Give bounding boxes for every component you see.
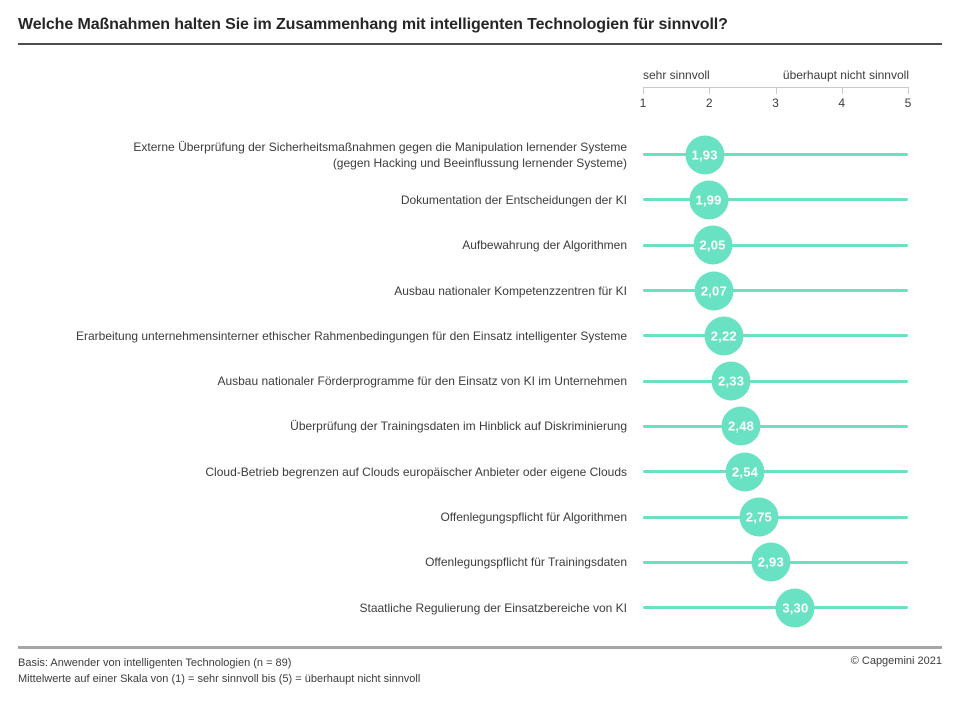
row-track: 1,99 bbox=[643, 177, 908, 222]
value-bubble: 2,54 bbox=[725, 452, 765, 492]
row-label: Ausbau nationaler Kompetenzzentren für K… bbox=[394, 283, 627, 298]
row-label: Erarbeitung unternehmensinterner ethisch… bbox=[76, 328, 627, 343]
footer-notes: Basis: Anwender von intelligenten Techno… bbox=[18, 655, 420, 687]
chart-row: Offenlegungspflicht für Trainingsdaten 2… bbox=[18, 540, 908, 585]
row-track: 2,54 bbox=[643, 449, 908, 494]
row-label: Staatliche Regulierung der Einsatzbereic… bbox=[359, 600, 628, 615]
axis-tick bbox=[775, 87, 777, 94]
row-label: Cloud-Betrieb begrenzen auf Clouds europ… bbox=[205, 464, 627, 479]
axis-tick-number: 1 bbox=[639, 96, 647, 110]
axis-tick bbox=[841, 87, 843, 94]
footer-scale-note: Mittelwerte auf einer Skala von (1) = se… bbox=[18, 673, 421, 685]
axis-tick-number: 2 bbox=[705, 96, 713, 110]
track-line bbox=[643, 198, 908, 202]
chart-row: Cloud-Betrieb begrenzen auf Clouds europ… bbox=[18, 449, 908, 494]
value-bubble: 2,22 bbox=[704, 316, 744, 356]
value-bubble: 2,07 bbox=[694, 271, 734, 311]
chart-row: Ausbau nationaler Kompetenzzentren für K… bbox=[18, 268, 908, 313]
chart-row: Erarbeitung unternehmensinterner ethisch… bbox=[18, 313, 908, 358]
row-label: Offenlegungspflicht für Trainingsdaten bbox=[425, 555, 627, 570]
row-label: Dokumentation der Entscheidungen der KI bbox=[400, 192, 627, 207]
value-bubble: 2,93 bbox=[751, 542, 791, 582]
axis: 1 2 3 4 5 bbox=[639, 87, 911, 113]
axis-tick bbox=[908, 87, 909, 94]
chart-row: Staatliche Regulierung der Einsatzbereic… bbox=[18, 585, 908, 630]
track-line bbox=[643, 470, 908, 474]
value-label: 2,33 bbox=[718, 373, 745, 389]
row-label: Aufbewahrung der Algorithmen bbox=[462, 238, 627, 253]
axis-tick-number: 5 bbox=[904, 96, 912, 110]
chart-row: Externe Überprüfung der Sicherheitsmaßna… bbox=[18, 132, 908, 177]
value-bubble: 2,33 bbox=[711, 361, 751, 401]
row-label: Ausbau nationaler Förderprogramme für de… bbox=[217, 374, 627, 389]
value-label: 2,93 bbox=[757, 554, 784, 570]
value-label: 2,48 bbox=[727, 418, 755, 434]
chart-row: Dokumentation der Entscheidungen der KI … bbox=[18, 177, 908, 222]
value-bubble: 2,05 bbox=[693, 225, 733, 265]
value-bubble: 1,99 bbox=[689, 180, 729, 220]
scale-left-label: sehr sinnvoll bbox=[643, 68, 710, 82]
value-bubble: 1,93 bbox=[685, 135, 725, 175]
value-label: 2,54 bbox=[731, 464, 759, 480]
track-line bbox=[643, 153, 908, 157]
row-label: Überprüfung der Trainingsdaten im Hinbli… bbox=[290, 419, 627, 434]
row-track: 2,05 bbox=[643, 223, 908, 268]
scale-header: sehr sinnvoll überhaupt nicht sinnvoll bbox=[643, 68, 909, 82]
chart-row: Ausbau nationaler Förderprogramme für de… bbox=[18, 358, 908, 403]
value-bubble: 2,75 bbox=[739, 497, 779, 537]
value-label: 1,93 bbox=[691, 147, 718, 163]
value-label: 2,07 bbox=[700, 283, 727, 299]
row-track: 2,22 bbox=[643, 313, 908, 358]
axis-tick-number: 4 bbox=[838, 96, 846, 110]
track-line bbox=[643, 424, 908, 428]
track-line bbox=[643, 379, 908, 383]
chart-title: Welche Maßnahmen halten Sie im Zusammenh… bbox=[18, 16, 728, 33]
row-track: 2,33 bbox=[643, 358, 908, 403]
title-divider bbox=[18, 43, 942, 45]
footer-copyright: © Capgemini 2021 bbox=[850, 655, 942, 667]
row-track: 2,07 bbox=[643, 268, 908, 313]
row-track: 2,93 bbox=[643, 540, 908, 585]
value-label: 2,75 bbox=[745, 509, 772, 525]
track-line bbox=[643, 606, 908, 610]
row-track: 2,48 bbox=[643, 404, 908, 449]
value-label: 2,05 bbox=[699, 237, 726, 253]
chart-row: Offenlegungspflicht für Algorithmen 2,75 bbox=[18, 494, 908, 539]
axis-tick bbox=[709, 87, 711, 94]
axis-tick bbox=[643, 87, 644, 94]
row-track: 3,30 bbox=[643, 585, 908, 630]
chart-row: Überprüfung der Trainingsdaten im Hinbli… bbox=[18, 404, 908, 449]
value-label: 2,22 bbox=[710, 328, 737, 344]
value-label: 1,99 bbox=[695, 192, 722, 208]
track-line bbox=[643, 289, 908, 293]
chart-rows: Externe Überprüfung der Sicherheitsmaßna… bbox=[18, 132, 908, 630]
row-label: Offenlegungspflicht für Algorithmen bbox=[440, 510, 627, 525]
track-line bbox=[643, 334, 908, 338]
value-label: 3,30 bbox=[782, 600, 809, 616]
chart-row: Aufbewahrung der Algorithmen 2,05 bbox=[18, 223, 908, 268]
scale-right-label: überhaupt nicht sinnvoll bbox=[782, 68, 909, 82]
row-label: Externe Überprüfung der Sicherheitsmaßna… bbox=[133, 139, 627, 170]
footer-basis: Basis: Anwender von intelligenten Techno… bbox=[18, 657, 292, 669]
row-track: 2,75 bbox=[643, 494, 908, 539]
axis-tick-number: 3 bbox=[772, 96, 779, 110]
value-bubble: 3,30 bbox=[775, 588, 815, 628]
footer-divider bbox=[18, 646, 942, 649]
row-track: 1,93 bbox=[643, 132, 908, 177]
value-bubble: 2,48 bbox=[721, 406, 761, 446]
track-line bbox=[643, 243, 908, 247]
